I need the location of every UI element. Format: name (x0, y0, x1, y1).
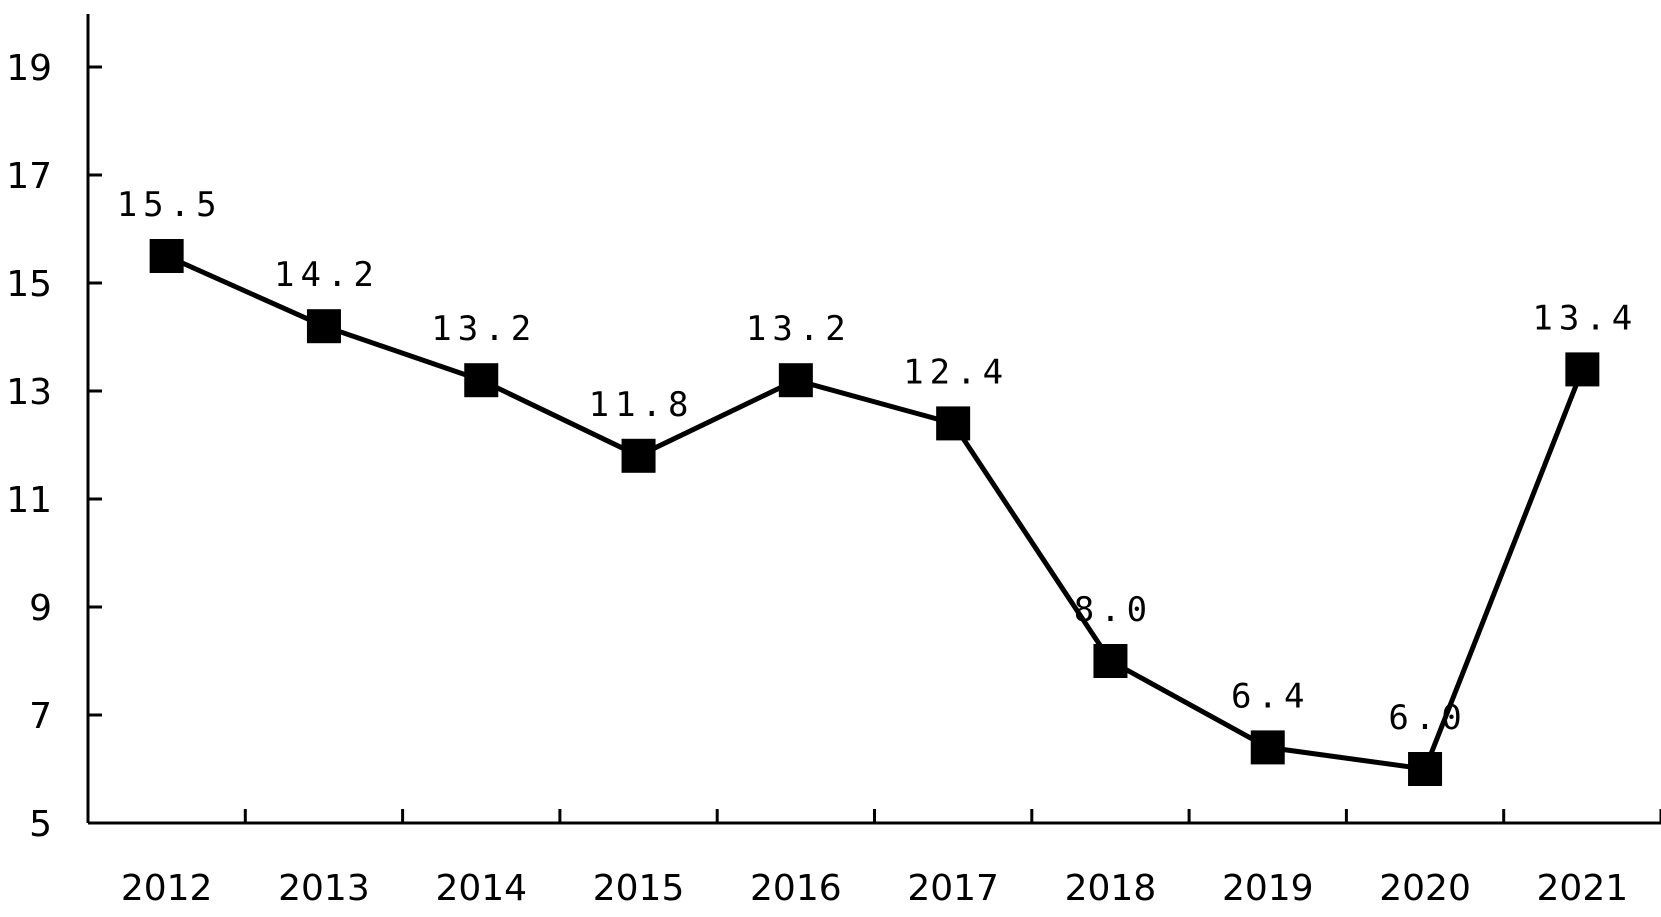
x-tick-label: 2012 (121, 868, 213, 909)
data-point-marker (1408, 752, 1443, 786)
data-point-marker (306, 309, 341, 344)
series-line (165, 253, 1585, 772)
x-tick-label: 2014 (435, 868, 527, 909)
y-tick-label: 5 (29, 804, 52, 845)
y-axis-ticks: 5 7 9 11 13 15 17 19 (6, 48, 102, 845)
data-label: 12.4 (903, 352, 1009, 392)
data-label: 13.4 (1532, 298, 1638, 338)
data-label: 6.0 (1388, 698, 1467, 738)
y-tick-label: 13 (6, 372, 52, 413)
data-markers (149, 239, 1600, 786)
data-labels: 15.5 14.2 13.2 11.8 13.2 12.4 8.0 6.4 6.0 13.4 (117, 185, 1638, 738)
data-label: 8.0 (1074, 590, 1153, 630)
x-tick-label: 2015 (593, 868, 685, 909)
x-tick-label: 2020 (1379, 868, 1471, 909)
x-tick-label: 2019 (1222, 868, 1314, 909)
data-label: 6.4 (1231, 676, 1310, 716)
x-tick-label: 2021 (1537, 868, 1629, 909)
x-tick-label: 2013 (278, 868, 370, 909)
y-tick-label: 7 (29, 696, 52, 737)
data-label: 11.8 (589, 385, 695, 425)
data-label: 13.2 (746, 309, 852, 349)
data-point-marker (1565, 352, 1600, 387)
y-tick-label: 9 (29, 588, 52, 629)
data-point-marker (1093, 644, 1128, 678)
y-tick-label: 11 (6, 480, 52, 521)
x-tick-label: 2018 (1065, 868, 1157, 909)
data-point-marker (464, 363, 499, 398)
y-tick-label: 19 (6, 48, 52, 89)
y-tick-label: 17 (6, 156, 52, 197)
data-label: 15.5 (117, 185, 223, 225)
data-point-marker (1250, 730, 1285, 765)
data-point-marker (621, 438, 656, 473)
data-point-marker (149, 239, 184, 273)
x-axis-ticks: 2012 2013 2014 2015 2016 2017 2018 2019 2020 2021 (121, 809, 1661, 909)
data-label: 14.2 (274, 255, 380, 295)
y-tick-label: 15 (6, 264, 52, 305)
x-tick-label: 2016 (750, 868, 842, 909)
data-point-marker (778, 363, 813, 398)
x-tick-label: 2017 (907, 868, 999, 909)
data-label: 13.2 (431, 309, 537, 349)
data-point-marker (936, 406, 971, 441)
